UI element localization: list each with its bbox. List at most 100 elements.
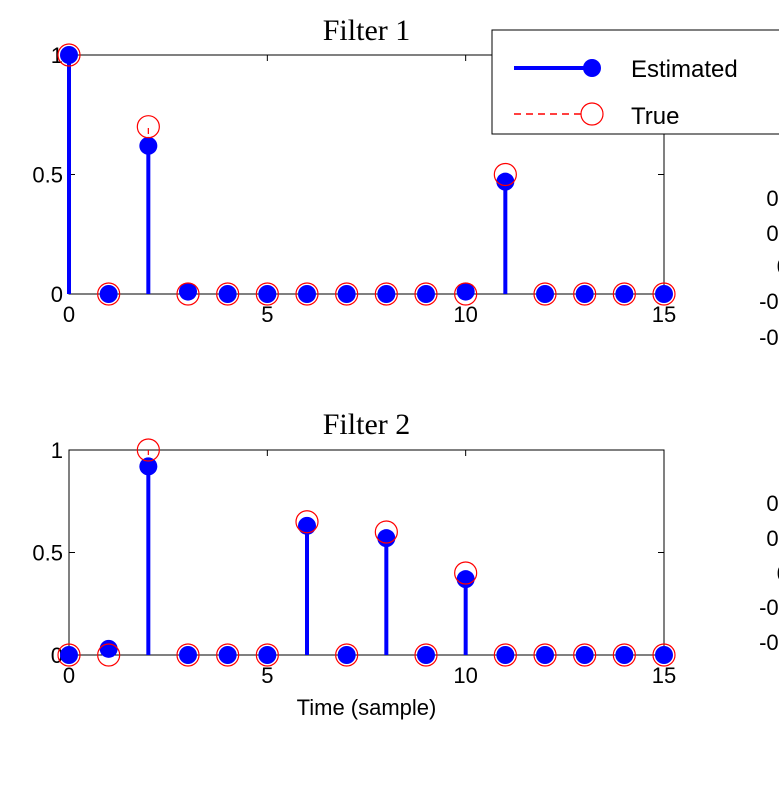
right-axis-tick-label: 0.4 bbox=[766, 186, 779, 211]
true-point bbox=[493, 643, 517, 667]
estimated-point bbox=[179, 282, 197, 301]
estimated-point bbox=[536, 646, 554, 664]
y-tick-label: 0.5 bbox=[32, 541, 63, 566]
true-point bbox=[652, 282, 676, 306]
estimated-point bbox=[615, 285, 634, 303]
plot-frame bbox=[68, 449, 665, 656]
x-tick-label: 0 bbox=[63, 302, 75, 327]
estimated-point bbox=[298, 285, 316, 303]
true-point bbox=[335, 643, 359, 667]
estimated-point bbox=[655, 646, 673, 664]
true-point bbox=[216, 643, 240, 667]
estimated-point bbox=[139, 457, 158, 476]
true-point bbox=[573, 282, 597, 306]
true-point bbox=[414, 643, 438, 667]
true-point bbox=[97, 643, 121, 667]
legend-estimated-label: Estimated bbox=[631, 56, 738, 83]
x-tick-label: 15 bbox=[652, 302, 676, 327]
true-point bbox=[374, 520, 398, 544]
legend-box bbox=[491, 29, 779, 135]
true-point bbox=[612, 282, 636, 306]
true-point bbox=[216, 282, 240, 306]
x-tick-label: 0 bbox=[63, 663, 75, 688]
y-tick-label: 0.5 bbox=[32, 163, 63, 188]
true-point bbox=[573, 643, 597, 667]
legend-true-label: True bbox=[631, 103, 679, 130]
true-point bbox=[176, 643, 200, 667]
x-tick-label: 10 bbox=[453, 663, 477, 688]
estimated-point bbox=[60, 646, 78, 664]
true-point bbox=[612, 643, 636, 667]
true-point bbox=[57, 643, 81, 667]
true-point bbox=[255, 643, 279, 667]
x-axis-label: Time (sample) bbox=[297, 695, 437, 720]
estimated-point bbox=[218, 285, 237, 303]
x-tick-label: 5 bbox=[261, 302, 273, 327]
x-tick-label: 15 bbox=[652, 663, 676, 688]
true-point bbox=[97, 282, 121, 306]
estimated-point bbox=[218, 646, 237, 664]
estimated-point bbox=[258, 646, 277, 664]
estimated-point bbox=[258, 285, 277, 303]
x-tick-label: 5 bbox=[261, 663, 273, 688]
right-axis-tick-label: 0.2 bbox=[766, 221, 779, 246]
estimated-point bbox=[456, 570, 475, 589]
estimated-point bbox=[536, 285, 554, 303]
estimated-point bbox=[575, 646, 594, 664]
estimated-point bbox=[99, 639, 118, 658]
estimated-point bbox=[179, 646, 197, 664]
true-point bbox=[295, 510, 319, 534]
true-point bbox=[493, 162, 517, 187]
estimated-point bbox=[99, 285, 118, 303]
estimated-point bbox=[377, 529, 396, 548]
x-tick-label: 10 bbox=[453, 302, 477, 327]
estimated-point bbox=[139, 136, 158, 155]
right-axis-tick-label: 0.4 bbox=[766, 491, 779, 516]
true-point bbox=[454, 282, 478, 306]
right-axis-tick-label: 0 bbox=[777, 561, 779, 586]
legend-true-marker bbox=[580, 102, 604, 126]
estimated-point bbox=[496, 172, 515, 191]
estimated-point bbox=[417, 646, 435, 664]
estimated-point bbox=[575, 285, 594, 303]
true-point bbox=[533, 643, 557, 667]
right-axis-tick-label: 0 bbox=[777, 254, 779, 279]
estimated-point bbox=[456, 282, 475, 301]
estimated-point bbox=[60, 46, 78, 64]
true-point bbox=[176, 282, 200, 306]
legend-estimated-marker bbox=[583, 59, 601, 77]
estimated-point bbox=[377, 285, 396, 303]
right-axis-tick-label: -0.4 bbox=[759, 325, 779, 350]
true-point bbox=[652, 643, 676, 667]
true-point bbox=[454, 561, 478, 585]
true-point bbox=[57, 43, 81, 67]
plot-title: Filter 2 bbox=[323, 408, 411, 441]
true-point bbox=[295, 282, 319, 306]
estimated-point bbox=[655, 285, 673, 303]
estimated-point bbox=[615, 646, 634, 664]
legend: Estimated True bbox=[491, 29, 779, 135]
true-point bbox=[335, 282, 359, 306]
y-tick-label: 1 bbox=[51, 438, 63, 463]
estimated-point bbox=[337, 285, 356, 303]
true-point bbox=[136, 438, 160, 462]
estimated-point bbox=[496, 646, 515, 664]
right-axis-tick-label: -0.2 bbox=[759, 289, 779, 314]
true-point bbox=[136, 115, 160, 139]
true-point bbox=[414, 282, 438, 306]
estimated-point bbox=[337, 646, 356, 664]
true-point bbox=[533, 282, 557, 306]
estimated-point bbox=[417, 285, 435, 303]
right-axis-tick-label: 0.2 bbox=[766, 526, 779, 551]
right-axis-tick-label: -0.4 bbox=[759, 630, 779, 655]
true-point bbox=[374, 282, 398, 306]
right-axis-tick-label: -0.2 bbox=[759, 595, 779, 620]
estimated-point bbox=[298, 516, 316, 535]
true-point bbox=[255, 282, 279, 306]
right-axis-fragments: 0.4 0.2 0 -0.2 -0.4 0.4 0.2 0 -0.2 -0.4 bbox=[759, 186, 779, 655]
plot-title: Filter 1 bbox=[323, 14, 411, 47]
